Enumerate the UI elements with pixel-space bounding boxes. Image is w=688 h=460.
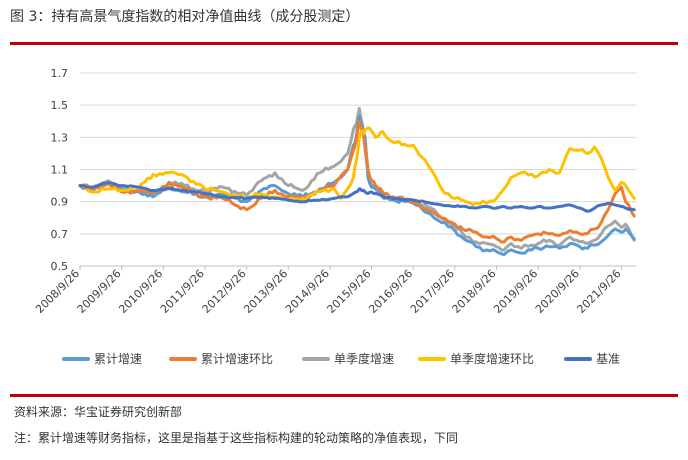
x-axis-ticks: 2008/9/262009/9/262010/9/262011/9/262012… xyxy=(33,266,624,316)
legend-label: 单季度增速 xyxy=(334,351,394,366)
x-tick-label: 2015/9/26 xyxy=(325,267,374,316)
x-tick-label: 2017/9/26 xyxy=(408,267,457,316)
figure-title: 图 3：持有高景气度指数的相对净值曲线（成分股测定） xyxy=(10,9,360,25)
x-tick-label: 2020/9/26 xyxy=(533,267,582,316)
x-tick-label: 2010/9/26 xyxy=(116,267,165,316)
x-tick-label: 2012/9/26 xyxy=(200,267,249,316)
series-line-4 xyxy=(78,180,636,213)
legend-label: 累计增速环比 xyxy=(201,352,273,366)
legend-label: 单季度增速环比 xyxy=(450,351,534,366)
y-axis-ticks: 0.5 0.7 0.9 1.1 1.3 1.5 1.7 xyxy=(51,67,69,273)
series-line-1 xyxy=(78,119,636,244)
x-tick-label: 2016/9/26 xyxy=(366,267,415,316)
y-tick-label: 1.3 xyxy=(51,131,69,144)
source-note: 资料来源：华宝证券研究创新部 xyxy=(14,405,183,419)
x-tick-label: 2018/9/26 xyxy=(450,267,499,316)
x-tick-label: 2013/9/26 xyxy=(241,267,290,316)
y-tick-label: 1.1 xyxy=(51,164,69,177)
x-tick-label: 2011/9/26 xyxy=(158,267,207,316)
y-tick-label: 1.5 xyxy=(51,99,69,112)
y-tick-label: 0.9 xyxy=(51,196,69,209)
x-tick-label: 2008/9/26 xyxy=(33,267,82,316)
x-tick-label: 2014/9/26 xyxy=(283,267,332,316)
footnote: 注：累计增速等财务指标，这里是指基于这些指标构建的轮动策略的净值表现，下同 xyxy=(14,431,459,445)
y-tick-label: 0.5 xyxy=(51,260,69,273)
series-line-3 xyxy=(78,126,636,207)
series-line-2 xyxy=(78,106,636,252)
x-tick-label: 2009/9/26 xyxy=(75,267,124,316)
series-lines xyxy=(78,106,636,257)
legend-label: 累计增速 xyxy=(94,352,142,366)
title-divider xyxy=(10,42,678,45)
x-tick-label: 2021/9/26 xyxy=(575,267,624,316)
x-tick-label: 2019/9/26 xyxy=(491,267,540,316)
footer-divider xyxy=(10,394,678,397)
nav-line-chart: 0.5 0.7 0.9 1.1 1.3 1.5 1.7 2008/9/262009/9/26… xyxy=(33,67,636,366)
legend: 累计增速 累计增速环比 单季度增速 单季度增速环比 基准 xyxy=(62,351,620,366)
y-tick-label: 1.7 xyxy=(51,67,69,80)
y-tick-label: 0.7 xyxy=(51,228,69,241)
legend-label: 基准 xyxy=(596,352,620,366)
